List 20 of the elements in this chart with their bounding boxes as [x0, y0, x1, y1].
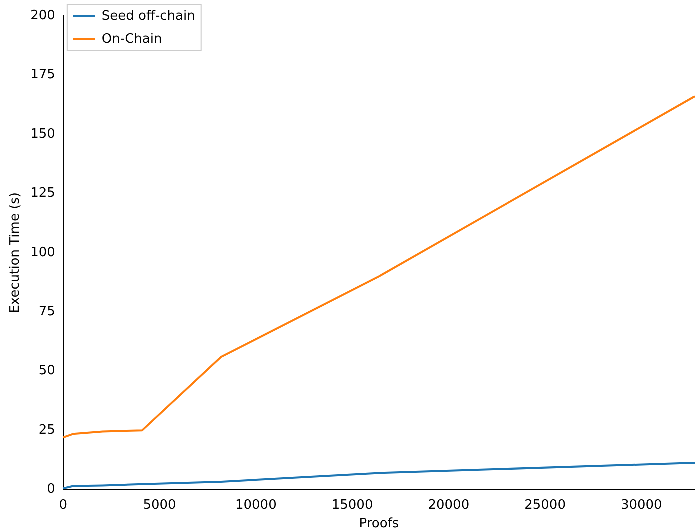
- y-axis-title: Execution Time (s): [8, 192, 24, 314]
- y-tick-label: 175: [30, 68, 56, 83]
- y-tick-label: 100: [30, 245, 56, 260]
- x-tick-label: 15000: [332, 498, 374, 513]
- y-tick-label: 150: [30, 126, 56, 142]
- y-tick-label: 25: [38, 422, 56, 438]
- x-tick-label: 5000: [143, 498, 176, 513]
- x-axis-title: Proofs: [359, 516, 400, 532]
- y-tick-label: 200: [30, 8, 56, 24]
- legend-label: Seed off-chain: [102, 8, 196, 24]
- x-tick-label: 0: [59, 498, 68, 513]
- x-tick-label: 20000: [428, 498, 470, 513]
- y-tick-label: 50: [38, 364, 56, 379]
- y-tick-label: 0: [47, 482, 56, 498]
- legend-label: On-Chain: [102, 32, 162, 47]
- y-tick-label: 125: [30, 186, 56, 202]
- x-tick-label: 30000: [620, 498, 662, 513]
- x-tick-label: 10000: [235, 498, 277, 513]
- y-tick-label: 75: [38, 304, 56, 320]
- x-tick-label: 25000: [524, 498, 566, 513]
